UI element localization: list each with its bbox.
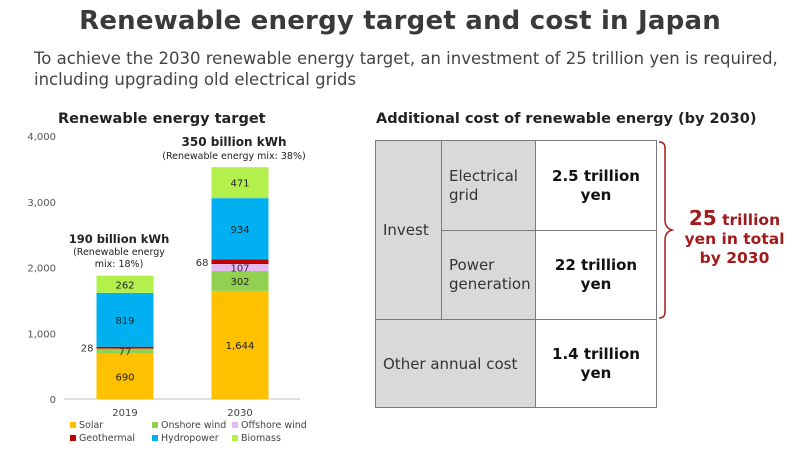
annotation-2030: (Renewable energy mix: 38%) (162, 151, 305, 162)
bar-segment-solar (211, 290, 269, 399)
power-cell: Power generation (441, 230, 536, 320)
total-line3: by 2030 (699, 249, 770, 267)
total-callout: 25 trillion yen in total by 2030 (682, 206, 787, 268)
data-label: 107 (230, 264, 249, 275)
legend-label: Onshore wind (161, 420, 226, 431)
data-label: 28 (81, 344, 94, 355)
x-tick-label: 2019 (112, 408, 137, 419)
legend-label: Solar (79, 420, 103, 431)
data-label: 1,644 (226, 341, 255, 352)
bar-segment-biomass (211, 167, 269, 199)
data-label: 262 (115, 280, 134, 291)
grid-value: 2.5 trillion yen (552, 166, 640, 204)
legend-label: Geothermal (79, 433, 135, 444)
data-label: 68 (196, 258, 209, 269)
bar-segment-onshore-wind (96, 348, 154, 354)
cost-table: Invest Electrical grid 2.5 trillion yen … (375, 140, 657, 408)
legend-swatch (232, 435, 238, 441)
y-tick-label: 0 (50, 395, 56, 406)
y-tick-label: 1,000 (27, 329, 56, 340)
x-tick-label: 2030 (227, 408, 252, 419)
data-label: 934 (230, 225, 249, 236)
y-tick-label: 4,000 (27, 132, 56, 143)
bar-segment-hydropower (96, 292, 154, 347)
power-label: Power generation (449, 256, 531, 293)
legend-swatch (70, 422, 76, 428)
other-value: 1.4 trillion yen (552, 344, 640, 382)
bar-segment-solar (96, 353, 154, 399)
total-bracket (658, 141, 675, 319)
other-value-cell: 1.4 trillion yen (535, 319, 657, 408)
legend-label: Hydropower (161, 433, 219, 444)
power-value: 22 trillion yen (554, 256, 638, 293)
annotation-2019: (Renewable energy (73, 247, 165, 258)
total-line2: yen in total (684, 230, 785, 248)
other-cell: Other annual cost (375, 319, 536, 408)
bar-segment-hydropower (211, 198, 269, 260)
annotation-2019: mix: 18%) (95, 259, 144, 270)
legend-swatch (70, 435, 76, 441)
data-label: 471 (230, 179, 249, 190)
grid-label: Electrical grid (449, 166, 518, 204)
data-label: 77 (119, 347, 132, 358)
y-tick-label: 2,000 (27, 264, 56, 275)
legend-swatch (152, 435, 158, 441)
bar-segment-geothermal (96, 346, 154, 349)
total-number: 25 (688, 206, 717, 230)
invest-cell: Invest (375, 140, 442, 320)
legend-swatch (152, 422, 158, 428)
y-tick-label: 3,000 (27, 198, 56, 209)
bar-segment-onshore-wind (211, 271, 269, 291)
stacked-bar-chart: 0 1,000 2,000 3,000 4,000 690 77 28 819 262 2019 1,… (27, 132, 307, 444)
data-label: 690 (115, 372, 134, 383)
bar-segment-geothermal (211, 259, 269, 265)
legend-label: Offshore wind (241, 420, 307, 431)
legend-swatch (232, 422, 238, 428)
bar-segment-biomass (96, 275, 154, 293)
data-label: 302 (230, 277, 249, 288)
annotation-2019: 190 billion kWh (69, 232, 170, 246)
legend-label: Biomass (241, 433, 281, 444)
grid-value-cell: 2.5 trillion yen (535, 140, 657, 231)
table-title: Additional cost of renewable energy (by … (376, 111, 757, 127)
invest-label: Invest (383, 221, 429, 239)
bar-segment-offshore-wind (211, 264, 269, 272)
grid-cell: Electrical grid (441, 140, 536, 231)
total-unit: trillion (722, 211, 781, 229)
power-value-cell: 22 trillion yen (535, 230, 657, 320)
annotation-2030: 350 billion kWh (182, 135, 287, 149)
chart-title: Renewable energy target (58, 111, 266, 127)
page-subtitle: To achieve the 2030 renewable energy tar… (34, 49, 778, 89)
data-label: 819 (115, 316, 134, 327)
other-label: Other annual cost (383, 354, 518, 373)
page-title: Renewable energy target and cost in Japa… (79, 6, 721, 36)
